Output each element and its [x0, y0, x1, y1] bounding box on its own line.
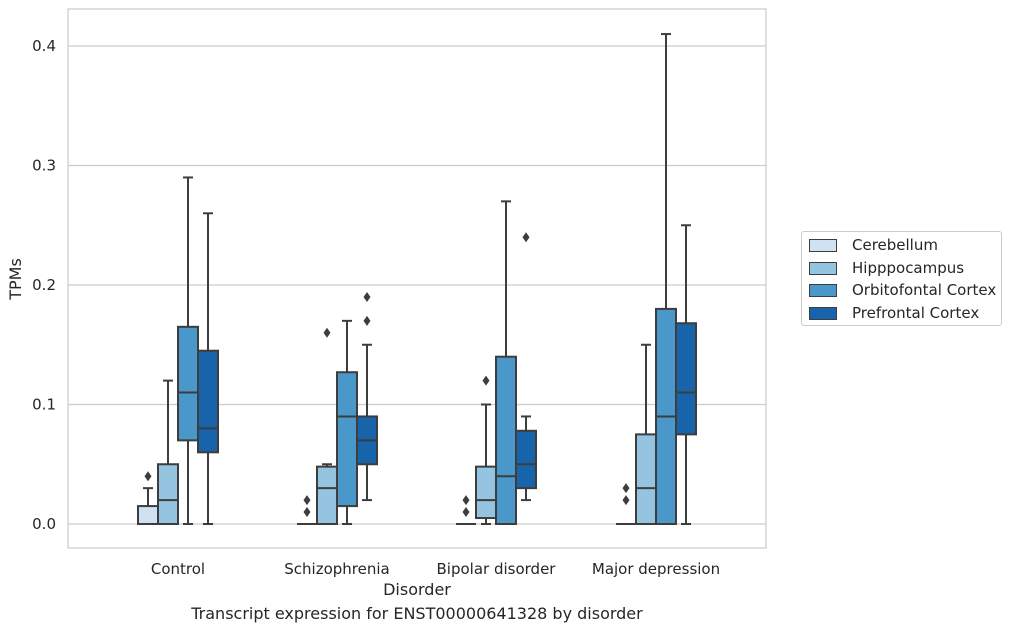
box-body	[137, 505, 159, 526]
box-hipppocampus-0	[157, 379, 179, 525]
legend-label-prefrontal: Prefrontal Cortex	[852, 304, 980, 322]
x-tick-label: Schizophrenia	[284, 560, 389, 578]
x-tick-label: Control	[151, 560, 205, 578]
legend-swatch-cerebellum	[809, 238, 837, 252]
y-tick-label: 0.2	[32, 276, 56, 294]
x-tick-labels: Control Schizophrenia Bipolar disorder Majo…	[151, 560, 720, 578]
box-body	[515, 429, 537, 490]
box-body	[177, 325, 199, 442]
box-prefrontal-cortex-0	[197, 212, 219, 525]
y-tick-label: 0.4	[32, 37, 56, 55]
box-orbitofontal-cortex-2	[495, 200, 517, 526]
box-body	[197, 349, 219, 454]
legend-item-orbitofrontal: Orbitofontal Cortex	[809, 280, 996, 300]
box-cerebellum-1	[297, 495, 317, 525]
outlier-point	[482, 375, 490, 386]
y-tick-label: 0.0	[32, 515, 56, 533]
outlier-point	[303, 495, 311, 506]
box-orbitofontal-cortex-3	[655, 33, 677, 525]
legend-label-hippocampus: Hipppocampus	[852, 259, 965, 277]
box-prefrontal-cortex-3	[675, 224, 697, 525]
box-body	[675, 322, 697, 436]
box-body	[495, 355, 517, 526]
y-tick-label: 0.1	[32, 396, 56, 414]
box-cerebellum-2	[456, 495, 476, 525]
box-hipppocampus-2	[475, 375, 497, 525]
outlier-point	[462, 495, 470, 506]
y-tick-labels: 0.0 0.1 0.2 0.3 0.4	[32, 37, 56, 533]
legend-swatch-orbitofrontal	[809, 283, 837, 297]
box-body	[157, 463, 179, 525]
legend-label-cerebellum: Cerebellum	[852, 236, 938, 254]
x-tick-label: Major depression	[592, 560, 720, 578]
figure-caption: Transcript expression for ENST0000064132…	[191, 604, 643, 623]
outlier-point	[363, 291, 371, 302]
legend-swatch-prefrontal	[809, 306, 837, 320]
y-tick-label: 0.3	[32, 157, 56, 175]
outlier-point	[622, 495, 630, 506]
box-cerebellum-0	[137, 471, 159, 526]
legend-swatch-hippocampus	[809, 261, 837, 275]
box-prefrontal-cortex-2	[515, 232, 537, 502]
outlier-point	[462, 507, 470, 518]
legend-item-hippocampus: Hipppocampus	[809, 258, 964, 278]
legend-item-prefrontal: Prefrontal Cortex	[809, 303, 979, 323]
outlier-point	[522, 232, 530, 243]
legend: Cerebellum Hipppocampus Orbitofontal Cor…	[801, 231, 1002, 326]
outlier-point	[303, 507, 311, 518]
box-body	[336, 371, 358, 508]
box-cerebellum-3	[616, 483, 636, 525]
outlier-point	[144, 471, 152, 482]
x-tick-label: Bipolar disorder	[437, 560, 557, 578]
outlier-point	[363, 315, 371, 326]
legend-item-cerebellum: Cerebellum	[809, 235, 938, 255]
x-axis-label: Disorder	[383, 580, 451, 599]
box-body	[635, 433, 657, 525]
box-marks	[137, 33, 697, 526]
box-body	[316, 465, 338, 526]
box-prefrontal-cortex-1	[356, 291, 378, 502]
y-axis-label: TPMs	[6, 258, 25, 301]
outlier-point	[622, 483, 630, 494]
legend-label-orbitofrontal: Orbitofontal Cortex	[852, 281, 997, 299]
outlier-point	[323, 327, 331, 338]
plot-frame	[67, 8, 767, 549]
box-body	[475, 465, 497, 520]
